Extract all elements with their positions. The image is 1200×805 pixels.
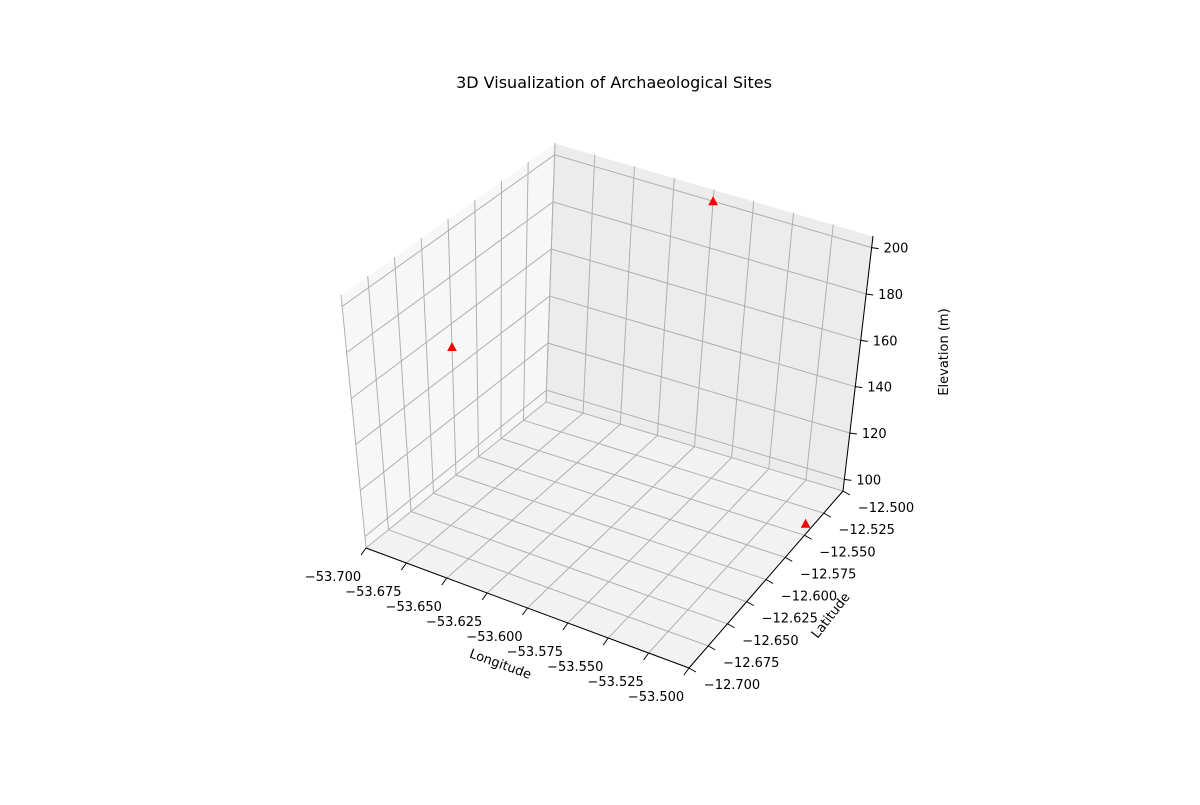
y-tick-label: −12.550 [819,545,875,560]
y-tick-label: −12.675 [723,656,779,671]
y-gridline [522,161,824,514]
data-point-marker [708,196,718,206]
x-tick-mark [522,607,528,616]
chart-panes [340,142,874,669]
z-tick-mark [871,247,879,250]
y-tick-label: −12.600 [781,590,837,605]
z-tick-label: 180 [878,288,903,303]
chart-points [447,196,811,528]
y-tick-mark [708,645,716,651]
y-tick-mark [688,667,697,673]
x-tick-label: −53.650 [386,600,442,615]
y-gridline [545,142,844,492]
x-tick-mark [481,592,488,601]
z-tick-label: 120 [862,427,887,442]
chart-title: 3D Visualization of Archaeological Sites [456,73,772,92]
y-tick-label: −12.700 [704,678,760,693]
z-tick-mark [849,432,857,435]
x-tick-mark [400,562,407,571]
y-tick-mark [765,579,774,584]
y-gridline [420,237,747,603]
y-tick-mark [823,512,831,518]
x-tick-label: −53.675 [345,585,401,600]
data-point-marker [800,518,811,528]
z-tick-mark [860,339,868,342]
z-tick-label: 100 [856,473,881,488]
x-tick-mark [360,547,367,556]
y-tick-label: −12.525 [839,523,895,538]
x-tick-label: −53.700 [305,570,361,585]
x-tick-label: −53.625 [426,615,482,630]
y-tick-mark [785,556,793,562]
x-tick-label: −53.600 [466,630,522,645]
y-gridline [367,275,709,647]
y-tick-label: −12.500 [858,501,914,516]
chart-ticks: −53.700−53.675−53.650−53.625−53.600−53.5… [305,242,914,705]
y-tick-mark [842,490,851,496]
x-tick-mark [643,652,650,661]
z-axis-line [842,235,874,492]
z-tick-mark [844,478,852,481]
y-tick-mark [746,601,754,607]
data-point-marker [447,341,457,351]
y-tick-mark [727,623,735,629]
x-tick-mark [441,577,448,586]
y-tick-label: −12.625 [762,612,818,627]
z-tick-mark [866,293,874,296]
x-tick-label: −53.500 [628,690,684,705]
z-tick-mark [855,386,863,389]
z-gridline [355,295,856,445]
z-tick-label: 200 [884,242,909,257]
z-tick-label: 140 [867,381,892,396]
x-tick-mark [562,622,569,631]
y-gridline [500,180,805,536]
y-tick-label: −12.575 [800,567,856,582]
z-tick-label: 160 [873,334,898,349]
y-tick-mark [804,534,812,540]
x-tick-label: −53.575 [507,645,563,660]
x-tick-label: −53.550 [547,660,603,675]
y-gridline [447,218,767,580]
z-gridline [359,342,850,491]
chart-gridlines [340,142,874,669]
y-gridline [394,256,728,625]
z-gridline [341,154,872,307]
x-tick-label: −53.525 [587,675,643,690]
z-axis-title: Elevation (m) [937,308,952,395]
x-tick-mark [602,637,609,646]
z-gridline [364,389,845,537]
z-gridline [346,201,867,353]
y-tick-label: −12.650 [742,634,798,649]
y-gridline [474,199,786,558]
z-gridline [350,248,861,399]
x-tick-mark [683,667,690,676]
